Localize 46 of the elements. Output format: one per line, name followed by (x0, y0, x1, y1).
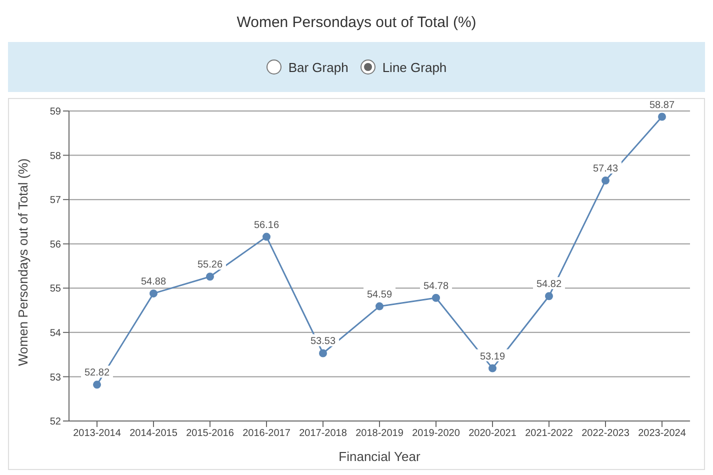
y-tick-label: 55 (50, 284, 62, 295)
x-tick-label: 2015-2016 (186, 428, 234, 440)
data-label: 52.82 (84, 368, 110, 379)
x-tick-label: 2022-2023 (582, 428, 630, 440)
point (658, 112, 666, 121)
point (602, 176, 610, 185)
y-tick-label: 57 (50, 195, 62, 206)
x-tick-label: 2019-2020 (412, 428, 460, 440)
y-tick-label: 58 (50, 150, 62, 162)
x-tick-label: 2014-2015 (130, 428, 178, 440)
point (93, 380, 101, 389)
text: Line Graph (382, 60, 447, 74)
point (206, 272, 214, 281)
data-label: 54.82 (536, 279, 562, 290)
point (432, 294, 440, 302)
point (262, 232, 270, 241)
point (319, 349, 327, 358)
x-tick-label: 2020-2021 (468, 428, 517, 440)
text: Bar Graph (288, 60, 348, 74)
point (376, 302, 384, 310)
x-tick-label: 2021-2022 (525, 428, 574, 440)
data-label: 54.88 (140, 276, 166, 288)
x-tick-label: 2023-2024 (638, 428, 686, 440)
data-label: 54.78 (423, 280, 449, 292)
x-tick-label: 2013-2014 (73, 428, 122, 440)
point (150, 289, 158, 298)
y-tick-label: 52 (50, 416, 62, 428)
x-axis-title: Financial Year (338, 449, 422, 464)
data-label: 58.87 (649, 100, 675, 111)
chart-title: Women Persondays out of Total (%) (236, 13, 478, 33)
data-label: 53.19 (480, 351, 506, 362)
data-label: 53.53 (310, 336, 336, 348)
data-label: 54.59 (366, 289, 392, 300)
point (545, 292, 553, 300)
y-tick-label: 59 (50, 106, 62, 118)
x-tick-label: 2017-2018 (299, 428, 348, 440)
y-tick-label: 53 (50, 372, 62, 384)
y-tick-label: 56 (50, 239, 62, 250)
x-tick-label: 2018-2019 (356, 428, 404, 440)
y-axis-title: Women Persondays out of Total (%) (16, 158, 31, 366)
data-label: 56.16 (254, 220, 280, 231)
data-label: 57.43 (592, 164, 618, 175)
point (488, 364, 496, 372)
data-label: 55.26 (197, 260, 223, 271)
x-tick-label: 2016-2017 (242, 428, 291, 440)
y-tick-label: 54 (50, 328, 62, 339)
